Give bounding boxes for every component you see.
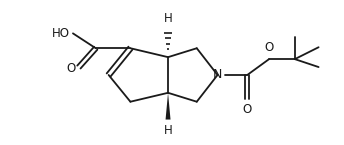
Text: O: O: [243, 103, 252, 116]
Text: N: N: [213, 68, 222, 81]
Text: O: O: [265, 41, 274, 54]
Text: HO: HO: [52, 27, 70, 40]
Polygon shape: [165, 93, 171, 119]
Text: O: O: [67, 61, 76, 75]
Text: H: H: [164, 12, 172, 26]
Text: H: H: [164, 125, 172, 137]
